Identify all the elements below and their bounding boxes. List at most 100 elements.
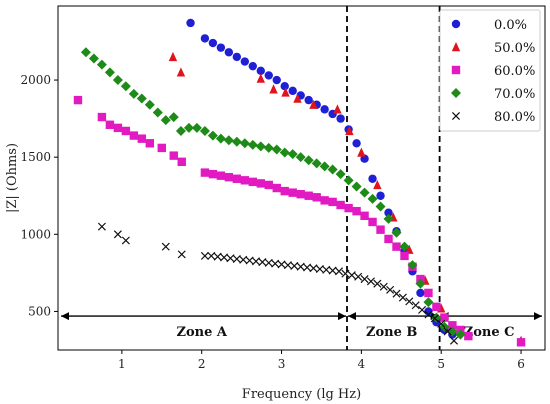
point-series-2 xyxy=(264,180,273,190)
point-series-2 xyxy=(440,313,449,322)
point-series-0 xyxy=(224,48,234,57)
point-series-4 xyxy=(113,230,122,239)
point-series-0 xyxy=(272,75,281,85)
legend-box xyxy=(439,9,541,132)
point-series-3 xyxy=(175,125,186,136)
point-series-2 xyxy=(105,120,115,129)
point-series-3 xyxy=(319,161,330,172)
point-series-3 xyxy=(359,187,370,198)
point-series-4 xyxy=(443,327,452,336)
point-series-3 xyxy=(80,47,91,58)
point-series-4 xyxy=(437,319,446,328)
point-series-2 xyxy=(137,134,147,143)
point-series-3 xyxy=(191,122,202,133)
legend-label: 70.0% xyxy=(494,87,535,102)
point-series-4 xyxy=(347,271,356,280)
point-series-2 xyxy=(224,173,234,182)
point-series-3 xyxy=(423,297,434,308)
point-series-4 xyxy=(424,310,433,319)
point-series-3 xyxy=(287,149,298,160)
point-series-3 xyxy=(88,53,99,64)
point-series-4 xyxy=(177,250,186,259)
point-series-3 xyxy=(407,260,418,271)
point-series-3 xyxy=(327,164,338,175)
point-series-0 xyxy=(336,114,345,123)
point-series-4 xyxy=(430,314,439,323)
point-series-3 xyxy=(415,278,426,289)
x-tick-label: 4 xyxy=(358,357,366,371)
point-series-2 xyxy=(169,151,178,160)
point-series-2 xyxy=(384,234,393,244)
point-series-2 xyxy=(296,189,305,199)
point-series-4 xyxy=(200,251,209,260)
point-series-3 xyxy=(303,155,314,166)
point-series-2 xyxy=(256,179,265,188)
point-series-1 xyxy=(405,244,414,254)
zone-label: Zone B xyxy=(366,325,417,340)
x-tick-label: 5 xyxy=(437,357,445,371)
point-series-3 xyxy=(455,329,466,340)
y-tick-label: 500 xyxy=(28,304,51,318)
point-series-1 xyxy=(293,93,302,103)
point-series-3 xyxy=(271,144,282,155)
point-series-3 xyxy=(367,193,378,204)
y-tick-label: 2000 xyxy=(20,73,51,87)
point-series-3 xyxy=(96,59,107,70)
series-2 xyxy=(73,95,526,347)
point-series-4 xyxy=(121,236,130,245)
axes-layer: 1 2 3 4 5 6 500 1000 1500 2000 xyxy=(20,73,524,371)
point-series-3 xyxy=(375,201,386,212)
point-series-1 xyxy=(281,87,290,97)
point-series-4 xyxy=(449,336,459,345)
point-series-1 xyxy=(373,179,382,190)
point-series-3 xyxy=(207,130,218,141)
point-series-3 xyxy=(255,141,266,152)
point-series-1 xyxy=(357,147,366,157)
point-series-3 xyxy=(128,88,139,99)
point-series-1 xyxy=(269,84,278,94)
point-series-4 xyxy=(373,279,382,288)
point-series-2 xyxy=(424,288,433,298)
point-series-1 xyxy=(168,51,178,62)
series-4 xyxy=(97,222,459,345)
point-series-2 xyxy=(328,197,337,207)
point-series-2 xyxy=(448,321,457,330)
point-series-2 xyxy=(177,157,186,167)
legend-marker xyxy=(451,111,461,121)
point-series-0 xyxy=(288,86,297,96)
point-series-0 xyxy=(248,61,257,71)
point-series-3 xyxy=(247,139,258,150)
point-series-2 xyxy=(113,123,123,133)
point-series-0 xyxy=(352,139,361,148)
point-series-4 xyxy=(354,272,363,281)
point-series-3 xyxy=(136,93,147,104)
point-series-3 xyxy=(279,147,290,158)
point-series-0 xyxy=(376,191,385,200)
point-series-2 xyxy=(208,169,218,179)
legend-marker xyxy=(451,65,461,75)
point-series-3 xyxy=(168,112,179,123)
point-series-2 xyxy=(336,200,345,210)
point-series-3 xyxy=(391,227,402,238)
point-series-3 xyxy=(311,158,322,169)
point-series-4 xyxy=(398,293,407,302)
point-series-2 xyxy=(157,143,166,153)
point-series-2 xyxy=(121,126,131,136)
point-series-2 xyxy=(216,171,226,180)
point-series-2 xyxy=(145,139,155,148)
point-series-0 xyxy=(208,38,218,48)
point-series-2 xyxy=(400,251,409,261)
point-series-2 xyxy=(73,95,83,105)
point-series-3 xyxy=(112,75,123,86)
point-series-4 xyxy=(405,297,414,306)
point-series-0 xyxy=(186,18,195,28)
point-series-0 xyxy=(280,82,289,91)
point-series-2 xyxy=(240,176,250,185)
point-series-0 xyxy=(368,174,377,183)
point-series-3 xyxy=(383,213,394,224)
point-series-3 xyxy=(223,135,234,146)
point-series-3 xyxy=(144,99,155,110)
legend-marker xyxy=(451,42,461,52)
point-series-2 xyxy=(312,193,321,202)
